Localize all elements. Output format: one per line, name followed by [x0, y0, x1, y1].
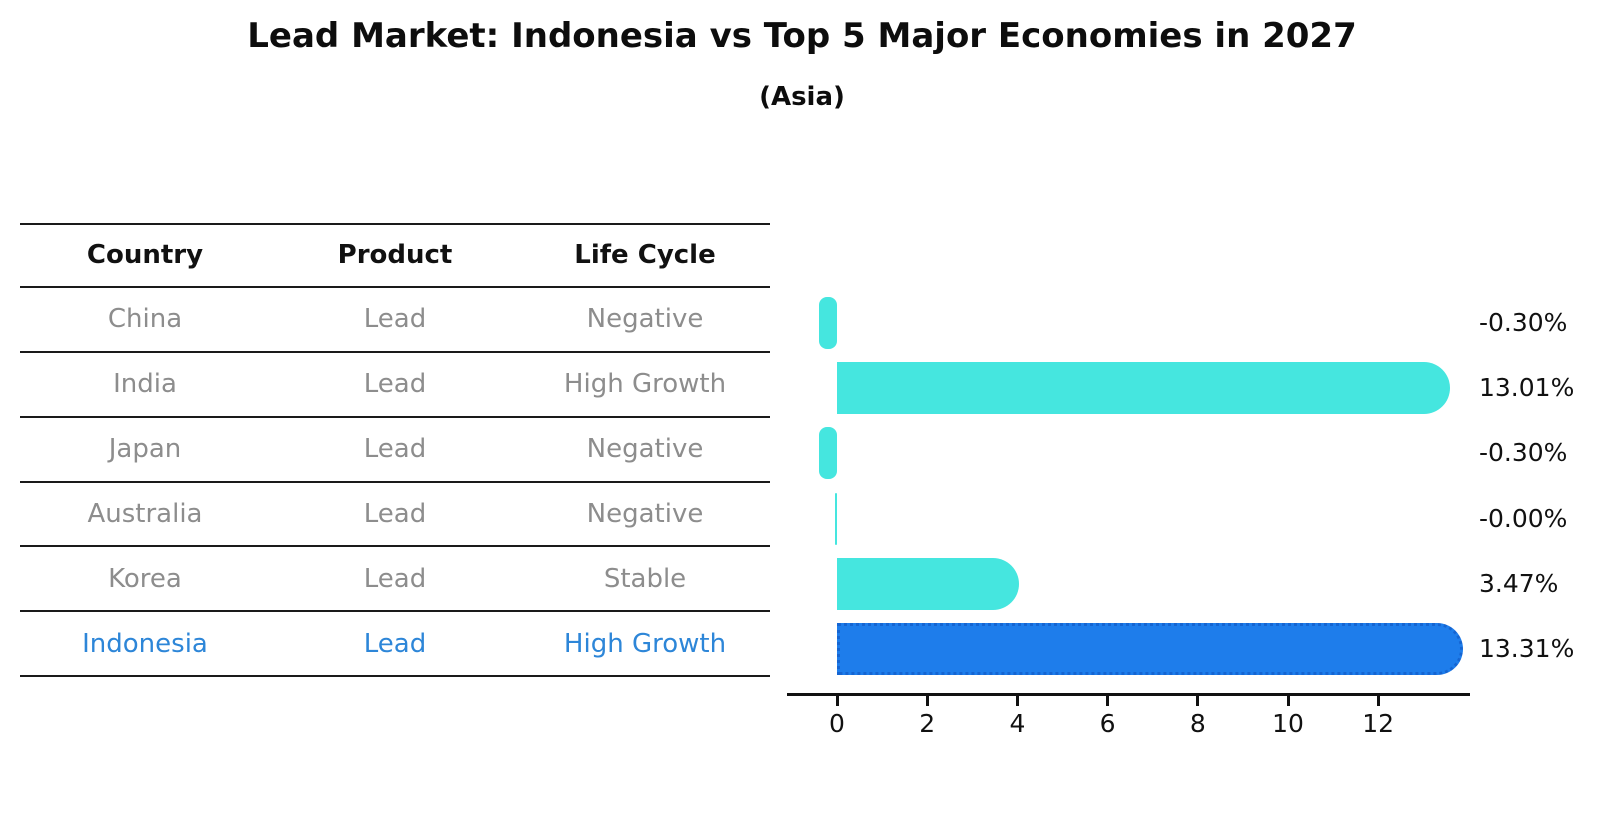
x-tick-mark	[1106, 696, 1110, 706]
table-cell-country: Indonesia	[82, 628, 208, 659]
table-cell-life-cycle: Negative	[586, 499, 704, 529]
x-tick-label: 4	[1009, 709, 1026, 738]
table-header-row: Country Product Life Cycle	[20, 223, 770, 288]
table-cell-life-cycle: Stable	[603, 563, 687, 594]
table-cell-country: India	[113, 369, 177, 400]
table-cell-life-cycle: Negative	[586, 434, 704, 465]
table-cell-product: Lead	[363, 369, 427, 400]
table-cell-life-cycle: Negative	[586, 304, 704, 335]
table-cell-country: China	[107, 304, 183, 335]
table-cell-life-cycle: High Growth	[563, 628, 727, 659]
table-cell-country: Korea	[108, 563, 182, 594]
x-tick-mark	[1376, 696, 1380, 706]
column-header: Life Cycle	[574, 240, 716, 271]
value-label: 3.47%	[1479, 568, 1559, 598]
bar	[837, 557, 1020, 610]
x-tick-mark	[925, 696, 929, 706]
x-tick-mark	[1286, 696, 1290, 706]
value-label: 13.31%	[1479, 634, 1575, 663]
value-label: -0.30%	[1479, 438, 1568, 468]
x-tick-label: 8	[1189, 709, 1206, 738]
bar	[835, 492, 837, 545]
x-tick-mark	[1196, 696, 1200, 706]
bar	[837, 362, 1450, 415]
x-tick-label: 10	[1272, 709, 1304, 738]
x-tick-mark	[835, 696, 839, 706]
column-header: Country	[86, 240, 204, 271]
x-tick-label: 0	[829, 709, 845, 738]
value-label: -0.00%	[1479, 503, 1568, 533]
table-cell-country: Japan	[108, 434, 182, 465]
table-cell-product: Lead	[363, 563, 427, 594]
x-tick-mark	[1015, 696, 1019, 706]
table-row: Korea Lead Stable	[20, 547, 770, 613]
column-header: Product	[337, 240, 453, 271]
country-table: Country Product Life Cycle China Lead Negativ…	[20, 223, 770, 678]
table-row: Australia Lead Negative	[20, 483, 770, 548]
table-row: China Lead Negative	[20, 288, 770, 353]
bar-highlight	[837, 623, 1464, 675]
table-row: Japan Lead Negative	[20, 418, 770, 483]
chart-title: Lead Market: Indonesia vs Top 5 Major Ec…	[247, 16, 1357, 56]
table-row: India Lead High Growth	[20, 353, 770, 418]
table-cell-product: Lead	[363, 304, 427, 335]
x-tick-label: 12	[1362, 709, 1395, 738]
table-cell-product: Lead	[363, 499, 427, 529]
table-cell-country: Australia	[87, 499, 203, 529]
x-tick-label: 2	[919, 709, 936, 738]
chart-subtitle: (Asia)	[759, 82, 845, 112]
x-tick-label: 6	[1099, 709, 1116, 738]
x-axis-line	[787, 693, 1470, 696]
table-cell-product: Lead	[363, 628, 427, 659]
table-cell-product: Lead	[363, 434, 427, 465]
bar	[819, 297, 837, 349]
bar	[819, 427, 837, 480]
table-cell-life-cycle: High Growth	[563, 369, 727, 400]
value-label: -0.30%	[1479, 308, 1568, 337]
table-row: Indonesia Lead High Growth	[20, 612, 770, 678]
value-label: 13.01%	[1479, 373, 1575, 403]
